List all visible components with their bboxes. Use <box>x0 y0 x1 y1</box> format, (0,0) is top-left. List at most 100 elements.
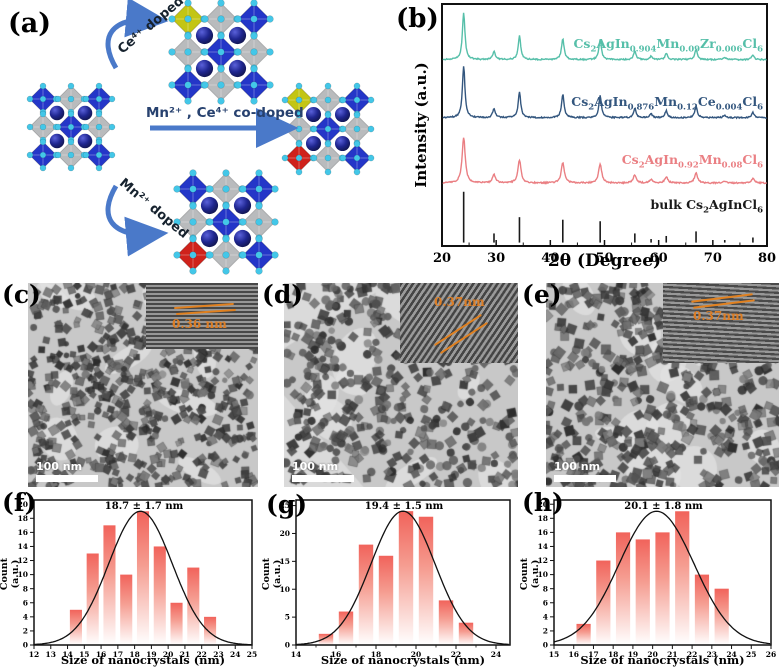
halide-dot <box>353 96 361 104</box>
halide-dot <box>184 48 192 56</box>
co-doped-arrow-label: Mn²⁺ , Ce⁴⁺ co-doped <box>146 105 304 121</box>
hist-y-tick-label: 0 <box>23 641 28 650</box>
tem-image-c: 0.36 nm 100 nm <box>28 283 258 487</box>
hist-x-tick-label: 25 <box>247 650 257 659</box>
hist-x-tick-label: 13 <box>46 650 56 659</box>
halide-dot <box>324 140 332 148</box>
halide-dot <box>339 125 347 133</box>
halide-dot <box>353 111 361 119</box>
crystal-structure-svg <box>26 0 375 275</box>
halide-dot <box>201 81 209 89</box>
halide-dot <box>310 125 318 133</box>
halide-dot <box>189 185 197 193</box>
halide-dot <box>339 96 347 104</box>
halide-dot <box>266 48 274 56</box>
histogram-bar <box>655 532 670 645</box>
histogram-g-y-label: Count (a.u.) <box>261 557 283 591</box>
hist-x-tick-label: 21 <box>667 650 677 659</box>
histogram-bar <box>398 511 414 645</box>
halide-dot <box>255 202 263 210</box>
xrd-tick-label: 60 <box>650 251 668 266</box>
histogram-bar <box>170 602 183 645</box>
panel-h-label: (h) <box>522 488 564 517</box>
halide-dot <box>255 267 263 275</box>
halide-dot <box>95 95 103 103</box>
halide-dot <box>255 235 263 243</box>
histogram-bar <box>136 511 150 645</box>
halide-dot <box>281 96 289 104</box>
hist-x-tick-label: 20 <box>163 650 173 659</box>
halide-dot <box>295 168 303 176</box>
panel-b-xrd: (b) 20 30 40 50 60 70 80 Cs2AgIn0.904Mn0.09Zr0… <box>390 0 781 280</box>
hist-x-tick-label: 15 <box>549 650 559 659</box>
cation-sphere <box>200 229 219 248</box>
histogram-bar <box>153 546 166 645</box>
hrtem-inset-e: 0.37nm <box>663 283 779 363</box>
panel-f-label: (f) <box>2 488 37 517</box>
hist-y-tick-label: 0 <box>285 641 290 650</box>
tem-image-e: 0.37nm 100 nm <box>546 283 779 487</box>
halide-dot <box>353 82 361 90</box>
hist-x-tick-label: 16 <box>96 650 106 659</box>
hist-x-tick-label: 18 <box>608 650 618 659</box>
mn-doped-arrow <box>105 184 169 257</box>
histogram-bar <box>378 555 394 645</box>
cation-sphere <box>200 196 219 215</box>
halide-dot <box>184 32 192 40</box>
halide-dot <box>217 15 225 23</box>
crystal-structure-pristine <box>26 82 116 172</box>
hist-y-tick-label: 18 <box>18 514 28 523</box>
histogram-bar <box>187 567 200 645</box>
halide-dot <box>168 15 176 23</box>
halide-dot <box>26 123 34 131</box>
halide-dot <box>95 82 103 90</box>
cation-sphere <box>305 106 322 123</box>
hist-y-tick-label: 20 <box>538 500 548 509</box>
hist-x-tick-label: 24 <box>230 650 240 659</box>
hist-x-tick-label: 26 <box>766 650 776 659</box>
hist-y-tick-label: 2 <box>23 627 28 636</box>
halide-dot <box>324 96 332 104</box>
hist-y-tick-label: 15 <box>280 557 290 566</box>
halide-dot <box>217 32 225 40</box>
histogram-bar <box>675 511 690 645</box>
cation-sphere <box>49 133 65 149</box>
halide-dot <box>217 65 225 73</box>
tem-image-d: 0.37nm 100 nm <box>284 283 518 487</box>
halide-dot <box>39 164 47 172</box>
halide-dot <box>271 218 279 226</box>
halide-dot <box>222 185 230 193</box>
halide-dot <box>67 82 75 90</box>
xrd-curve <box>442 12 767 62</box>
halide-dot <box>234 15 242 23</box>
xrd-tick-label: 50 <box>595 251 613 266</box>
halide-dot <box>222 218 230 226</box>
gaussian-fit-curve <box>553 510 771 645</box>
halide-dot <box>295 82 303 90</box>
histogram-f-x-label: Size of nanocrystals (nm) <box>60 653 226 667</box>
hist-y-tick-label: 4 <box>23 612 28 621</box>
hist-y-tick-label: 25 <box>280 501 290 510</box>
histogram-f-y-label: Count (a.u.) <box>0 557 21 591</box>
halide-dot <box>67 95 75 103</box>
hist-y-tick-label: 10 <box>538 570 548 579</box>
hist-y-tick-label: 6 <box>543 598 548 607</box>
cation-sphere <box>77 133 93 149</box>
cation-sphere <box>77 105 93 121</box>
halide-dot <box>189 169 197 177</box>
halide-dot <box>217 0 225 7</box>
histogram-h-x-label: Size of nanocrystals (nm) <box>580 653 745 667</box>
halide-dot <box>54 123 62 131</box>
halide-dot <box>82 95 90 103</box>
hist-y-tick-label: 6 <box>23 598 28 607</box>
hrtem-inset-d: 0.37nm <box>400 283 518 363</box>
histogram-bar <box>458 622 474 645</box>
halide-dot <box>95 151 103 159</box>
halide-dot <box>239 218 247 226</box>
xrd-plot-svg: 20 30 40 50 60 70 80 <box>433 3 776 266</box>
halide-dot <box>95 164 103 172</box>
xrd-tick-label: 20 <box>433 251 451 266</box>
halide-dot <box>173 185 181 193</box>
hist-x-tick-label: 22 <box>687 650 697 659</box>
halide-dot <box>324 111 332 119</box>
